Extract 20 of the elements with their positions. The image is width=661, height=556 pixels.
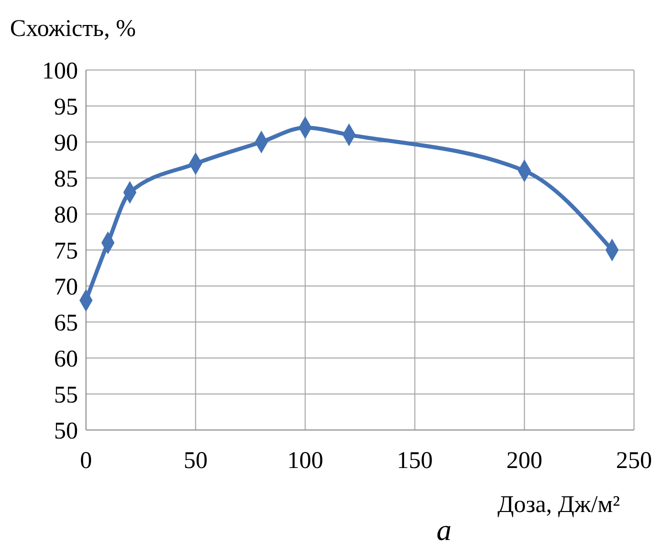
- y-tick-label: 95: [54, 94, 78, 120]
- y-tick-label: 55: [54, 382, 78, 408]
- y-tick-label: 60: [54, 346, 78, 372]
- x-tick-label: 50: [184, 448, 208, 474]
- y-tick-label: 80: [54, 202, 78, 228]
- x-axis-title: Доза, Дж/м²: [497, 492, 620, 518]
- y-tick-label: 100: [42, 58, 78, 84]
- x-tick-label: 250: [616, 448, 652, 474]
- y-tick-label: 70: [54, 274, 78, 300]
- x-tick-label: 100: [287, 448, 324, 474]
- x-tick-label: 0: [80, 448, 92, 474]
- y-axis-title: Схожість, %: [10, 16, 136, 42]
- y-tick-label: 90: [54, 130, 78, 156]
- y-tick-label: 75: [54, 238, 78, 264]
- text: a: [436, 514, 452, 547]
- y-tick-label: 65: [54, 310, 78, 336]
- y-tick-label: 85: [54, 166, 78, 192]
- x-tick-label: 150: [396, 448, 433, 474]
- y-tick-label: 50: [54, 418, 78, 444]
- x-tick-label: 200: [506, 448, 542, 474]
